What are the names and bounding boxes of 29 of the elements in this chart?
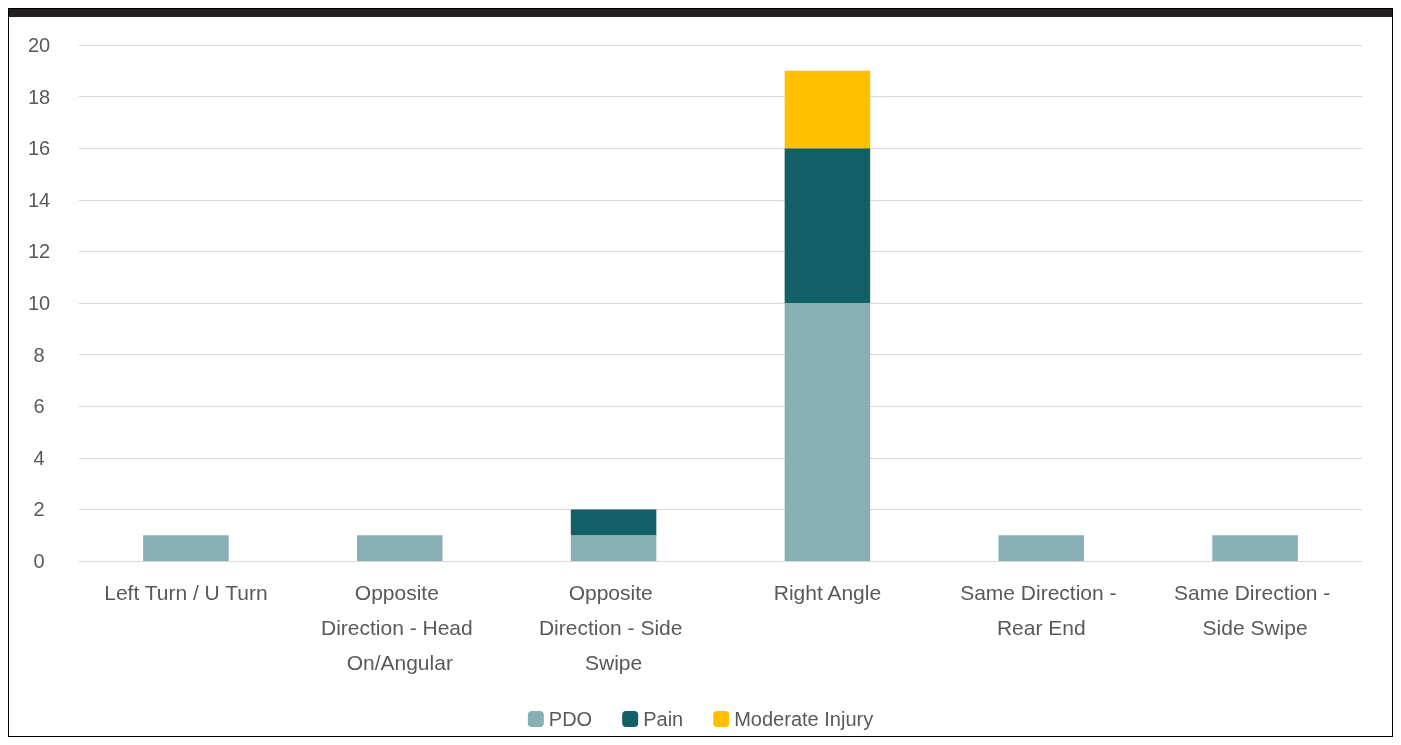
bar [570, 509, 657, 536]
x-tick-label: Right Angle [773, 581, 882, 604]
y-tick-label: 12 [27, 240, 51, 263]
y-tick-label: 8 [33, 343, 45, 366]
bar [570, 535, 657, 561]
legend-label: Pain [643, 708, 684, 730]
y-tick-label: 10 [27, 292, 51, 314]
x-tick-label: Same Direction - Rear End [960, 581, 1123, 639]
y-tick-label: 0 [33, 550, 45, 572]
y-tick-label: 14 [27, 188, 51, 211]
y-tick-label: 2 [33, 498, 45, 521]
bar [356, 535, 443, 561]
bar [998, 535, 1085, 561]
bar [784, 303, 871, 561]
legend-label: Moderate Injury [734, 708, 874, 730]
y-tick-label: 16 [27, 137, 51, 160]
x-tick-label: Same Direction - Side Swipe [1173, 581, 1337, 639]
y-tick-label: 6 [33, 395, 45, 418]
bar [143, 535, 229, 561]
y-tick-label: 20 [27, 34, 51, 56]
x-tick-label: Opposite Direction - Side Swipe [538, 581, 689, 674]
bar [784, 70, 871, 149]
y-tick-label: 4 [33, 446, 45, 469]
y-tick-label: 18 [27, 85, 51, 108]
x-tick-label: Opposite Direction - Head On/Angular [320, 581, 479, 674]
x-tick-label: Left Turn / U Turn [104, 581, 268, 604]
bar [1212, 535, 1298, 561]
bar [784, 148, 871, 303]
legend-label: PDO [548, 708, 593, 730]
